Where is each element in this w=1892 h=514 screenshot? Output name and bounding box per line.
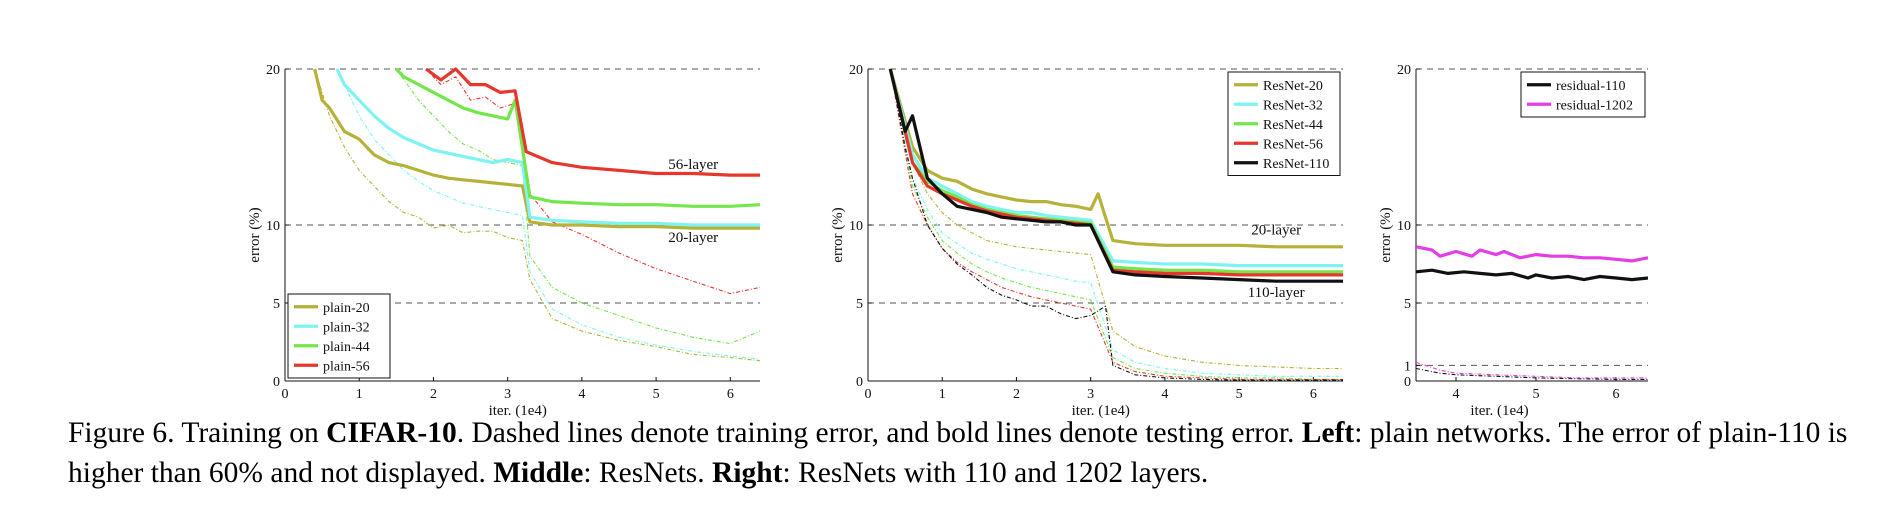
right-legend-label-residual-110: residual-110 (1556, 79, 1625, 94)
figure-caption: Figure 6. Training on CIFAR-10. Dashed l… (68, 413, 1868, 493)
left-x-tick-label: 3 (504, 387, 511, 402)
left-legend: plain-20 plain-32 plain-44 plain-56 (287, 293, 391, 379)
left-y-axis-label: error (%) (247, 207, 263, 262)
caption-lead: Training on (181, 417, 319, 449)
left-x-tick-label: 6 (727, 387, 734, 402)
left-series-plain-20-train (314, 68, 760, 362)
caption-label: Figure 6. (68, 417, 175, 449)
middle-y-tick-label: 5 (856, 297, 863, 312)
right-series-residual-110 (1416, 268, 1648, 282)
left-annotation-56-layer: 56-layer (668, 157, 718, 173)
right-series-residual-110-train (1416, 367, 1648, 380)
left-plot-area (313, 67, 760, 362)
right-x-tick-label: 5 (1533, 387, 1540, 402)
caption-dataset: CIFAR-10 (326, 417, 457, 449)
middle-series-resnet-20-train (889, 68, 1343, 370)
middle-chart: 0 1 2 3 4 5 6 0 5 10 20 iter. (1e4) error (%) 20-laye… (830, 63, 1343, 419)
left-series-plain-44 (395, 67, 760, 208)
middle-legend-label-resnet-20: ResNet-20 (1263, 79, 1323, 94)
middle-x-tick-label: 2 (1013, 387, 1020, 402)
right-y-tick-label: 20 (1397, 63, 1411, 78)
left-legend-label-plain-20: plain-20 (323, 301, 370, 316)
left-y-tick-label: 0 (273, 375, 280, 390)
left-x-tick-label: 5 (653, 387, 660, 402)
left-series-plain-56-train (425, 68, 760, 295)
middle-series-resnet-20 (888, 68, 1343, 249)
left-annotation-20-layer: 20-layer (668, 230, 718, 246)
middle-x-tick-label: 3 (1087, 387, 1094, 402)
right-y-tick-label: 5 (1404, 297, 1411, 312)
middle-series-resnet-110-train (889, 68, 1343, 381)
caption-middle-label: Middle (493, 457, 584, 489)
middle-annotation-110-layer: 110-layer (1248, 285, 1305, 301)
right-plot-area (1416, 245, 1648, 380)
left-y-tick-label: 20 (266, 63, 280, 78)
middle-y-axis-label: error (%) (830, 207, 846, 262)
middle-x-tick-label: 5 (1236, 387, 1243, 402)
middle-series-resnet-110 (888, 68, 1343, 283)
right-y-tick-label: 0 (1404, 375, 1411, 390)
middle-series-resnet-56-train (889, 68, 1343, 380)
middle-legend: ResNet-20 ResNet-32 ResNet-44 ResNet-56 ResN… (1227, 71, 1341, 176)
middle-plot-area (888, 68, 1343, 381)
left-legend-label-plain-56: plain-56 (323, 359, 370, 374)
right-legend: residual-110 residual-1202 (1520, 71, 1646, 118)
left-series-plain-20 (313, 68, 760, 230)
middle-series-resnet-32 (888, 68, 1343, 268)
middle-x-tick-label: 6 (1310, 387, 1317, 402)
right-legend-box (1520, 71, 1646, 118)
caption-right-label: Right (712, 457, 783, 489)
middle-legend-label-resnet-44: ResNet-44 (1263, 118, 1323, 133)
middle-y-tick-label: 20 (849, 63, 863, 78)
right-series-residual-1202 (1416, 245, 1648, 263)
right-series-residual-1202-train (1416, 361, 1648, 379)
right-legend-label-residual-1202: residual-1202 (1556, 98, 1633, 113)
left-series-plain-32-train (336, 68, 760, 360)
middle-legend-label-resnet-32: ResNet-32 (1263, 98, 1323, 113)
caption-left-text: : plain networks. The error of plain-110… (68, 417, 1848, 489)
middle-y-tick-label: 10 (849, 219, 863, 234)
middle-series-resnet-44-train (889, 68, 1343, 380)
left-chart: 0 1 2 3 4 5 6 0 5 10 20 iter. (1e4) error (%) 56-laye… (247, 63, 760, 419)
left-legend-label-plain-44: plain-44 (323, 340, 370, 355)
caption-sentence: . Dashed lines denote training error, an… (456, 417, 1295, 449)
left-y-tick-label: 5 (273, 297, 280, 312)
right-x-tick-label: 4 (1453, 387, 1460, 402)
right-x-tick-label: 6 (1613, 387, 1620, 402)
left-series-plain-56 (425, 67, 760, 177)
left-y-tick-label: 10 (266, 219, 280, 234)
right-chart: 4 5 6 01 5 10 20 iter. (1e4) error (%) residual-1… (1378, 63, 1648, 419)
caption-right-text: : ResNets with 110 and 1202 layers. (782, 457, 1209, 489)
right-y-axis-label: error (%) (1378, 207, 1394, 262)
middle-x-tick-label: 4 (1161, 387, 1168, 402)
left-x-axis-label: iter. (1e4) (489, 403, 547, 419)
middle-legend-label-resnet-110: ResNet-110 (1263, 157, 1329, 172)
middle-y-tick-label: 0 (856, 375, 863, 390)
caption-left-label: Left (1301, 417, 1355, 449)
left-series-plain-32 (335, 68, 760, 227)
left-x-tick-label: 1 (356, 387, 363, 402)
right-y-tick-label: 1 (1404, 359, 1411, 374)
left-x-tick-label: 0 (282, 387, 289, 402)
right-y-tick-label: 10 (1397, 219, 1411, 234)
middle-x-axis-label: iter. (1e4) (1072, 403, 1130, 419)
right-x-axis-label: iter. (1e4) (1470, 403, 1528, 419)
left-x-tick-label: 2 (430, 387, 437, 402)
middle-x-tick-label: 0 (865, 387, 872, 402)
middle-annotation-20-layer: 20-layer (1251, 222, 1301, 238)
middle-series-resnet-32-train (889, 68, 1343, 377)
left-legend-label-plain-32: plain-32 (323, 320, 370, 335)
left-x-tick-label: 4 (578, 387, 585, 402)
middle-legend-label-resnet-56: ResNet-56 (1263, 137, 1323, 152)
middle-x-tick-label: 1 (939, 387, 946, 402)
caption-middle-text: : ResNets. (583, 457, 705, 489)
